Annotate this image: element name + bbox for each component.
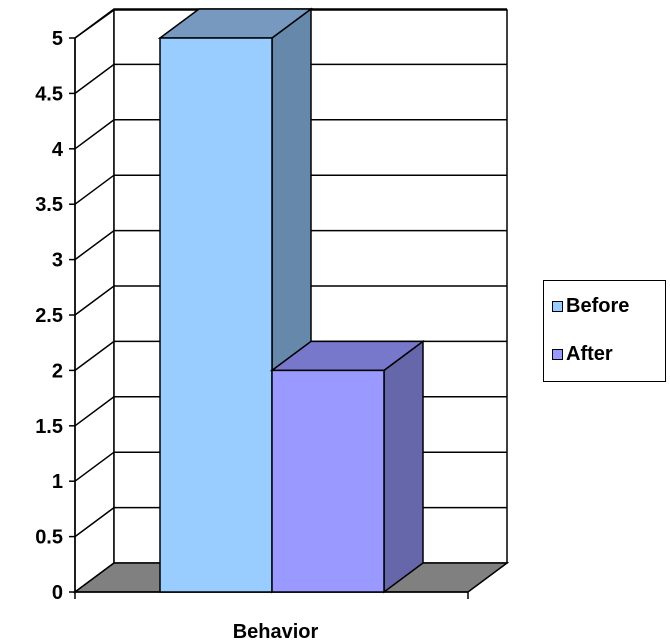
y-tick-label: 5 — [52, 28, 63, 50]
y-tick-label: 0 — [52, 582, 63, 604]
legend-item-before: Before — [552, 295, 629, 318]
bar-before — [157, 7, 314, 594]
y-tick-label: 2.5 — [35, 305, 63, 327]
bar-front-face — [271, 369, 385, 593]
gridline — [74, 174, 507, 205]
y-tick-label: 2 — [52, 360, 63, 382]
gridline — [74, 229, 507, 261]
legend-swatch-after — [552, 349, 563, 360]
y-tick-label: 3.5 — [35, 194, 63, 216]
x-category-label: Behavior — [233, 621, 319, 642]
legend-item-after: After — [552, 343, 613, 366]
y-tick-label: 4.5 — [35, 83, 63, 105]
legend-swatch-before — [552, 301, 563, 312]
y-tick-label: 4 — [52, 139, 64, 161]
bar-front-face — [159, 37, 273, 593]
bars — [157, 7, 426, 594]
y-tick-label: 0.5 — [35, 527, 63, 549]
y-tick-label: 1.5 — [35, 416, 63, 438]
gridline — [74, 63, 507, 95]
gridline — [74, 8, 507, 39]
y-tick-label: 1 — [52, 471, 63, 493]
legend-label-before: Before — [566, 295, 630, 317]
bar-side-face — [383, 339, 424, 594]
legend-label-after: After — [566, 343, 613, 365]
x-axis-category-labels: Behavior — [233, 621, 319, 642]
bar-after — [269, 339, 426, 594]
legend: Before After — [543, 280, 666, 382]
gridline — [74, 285, 507, 316]
y-tick-label: 3 — [52, 250, 63, 272]
y-axis-tick-labels: 0 0.5 1 1.5 2 2.5 3 3.5 4 4.5 5 — [35, 28, 64, 604]
gridline — [74, 119, 507, 150]
